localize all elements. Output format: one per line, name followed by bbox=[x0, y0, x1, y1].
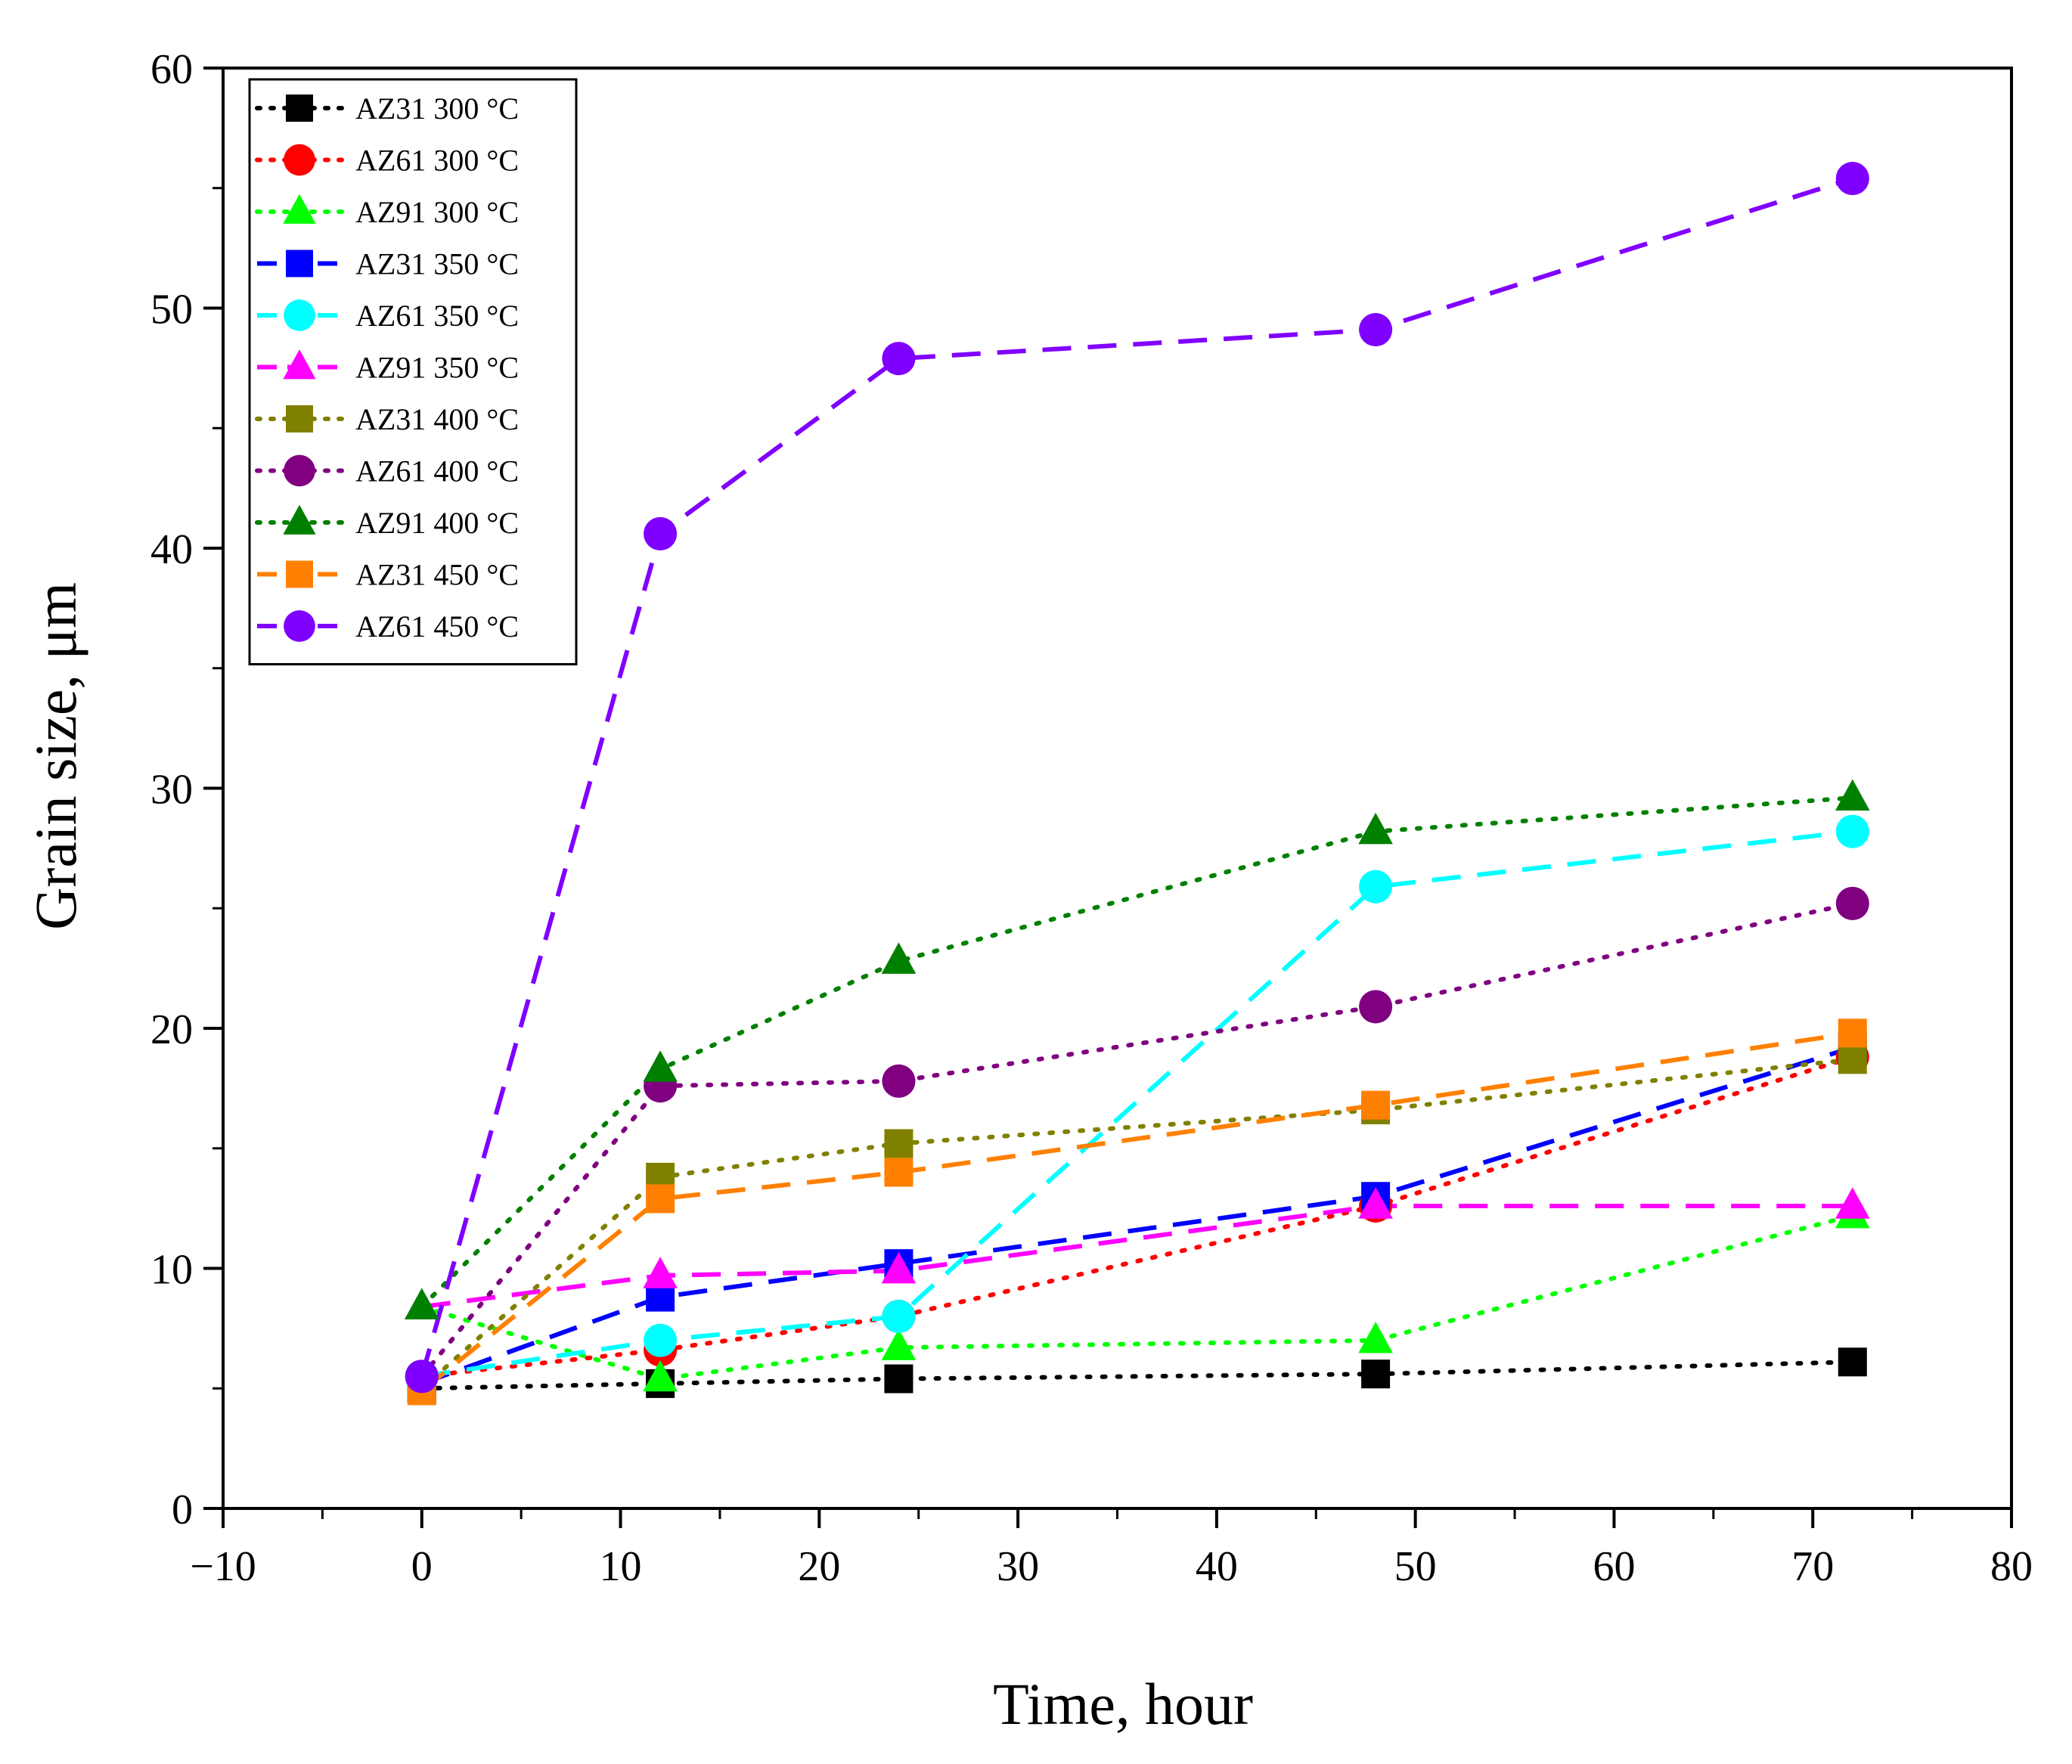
x-tick-label: 70 bbox=[1791, 1543, 1834, 1590]
series-line-7 bbox=[419, 1057, 1855, 1391]
legend-label-1: AZ31 300 °C bbox=[355, 91, 519, 126]
legend-marker-1 bbox=[286, 95, 313, 122]
data-point-s8-p4 bbox=[1359, 990, 1393, 1024]
legend-marker-6 bbox=[283, 349, 316, 380]
data-point-s3-p2 bbox=[643, 1359, 678, 1392]
series-line-4 bbox=[420, 1045, 1853, 1386]
data-point-s9-p5 bbox=[1835, 779, 1870, 811]
legend-marker-11 bbox=[284, 610, 315, 642]
x-tick-label: 40 bbox=[1196, 1543, 1238, 1590]
data-point-s10-p2 bbox=[646, 1184, 675, 1214]
data-point-s1-p3 bbox=[884, 1364, 913, 1394]
data-point-s3-p4 bbox=[1358, 1322, 1393, 1353]
y-tick-label: 30 bbox=[150, 767, 193, 814]
legend-marker-10 bbox=[286, 560, 313, 588]
legend-label-11: AZ61 450 °C bbox=[355, 609, 519, 643]
data-point-s7-p5 bbox=[1838, 1045, 1867, 1074]
legend-marker-9 bbox=[283, 504, 316, 535]
x-tick-label: −10 bbox=[190, 1543, 256, 1590]
legend-label-8: AZ61 400 °C bbox=[355, 454, 519, 488]
data-point-s11-p1 bbox=[405, 1359, 439, 1394]
legend-label-7: AZ31 400 °C bbox=[355, 402, 519, 436]
data-point-s5-p4 bbox=[1359, 870, 1393, 904]
x-tick-label: 50 bbox=[1394, 1543, 1437, 1590]
data-point-s6-p4 bbox=[1358, 1187, 1393, 1219]
data-point-s6-p5 bbox=[1835, 1187, 1870, 1219]
y-tick-label: 50 bbox=[150, 287, 193, 333]
data-point-s9-p2 bbox=[643, 1050, 678, 1082]
axes-layer: −10 0 10 20 30 40 50 60 70 80 0 10 20 30 40 50 60 bbox=[150, 46, 2033, 1590]
x-tick-label: 20 bbox=[798, 1543, 840, 1590]
data-point-s11-p2 bbox=[644, 516, 678, 550]
x-tick-label: 80 bbox=[1990, 1543, 2033, 1590]
series-line-8 bbox=[419, 901, 1855, 1379]
series-line-2 bbox=[419, 1055, 1855, 1379]
x-tick-label: 10 bbox=[600, 1543, 642, 1590]
legend-marker-4 bbox=[286, 250, 313, 277]
legend-marker-8 bbox=[284, 454, 315, 487]
data-point-s5-p3 bbox=[882, 1299, 916, 1334]
data-point-s9-p4 bbox=[1358, 812, 1393, 845]
legend-layer: AZ31 300 °C AZ61 300 °C AZ91 300 °C AZ31 35… bbox=[248, 78, 578, 665]
data-point-s5-p2 bbox=[644, 1323, 678, 1357]
y-tick-label: 60 bbox=[150, 46, 193, 93]
data-point-s6-p3 bbox=[881, 1251, 917, 1284]
series-line-5 bbox=[421, 829, 1853, 1379]
legend-label-5: AZ61 350 °C bbox=[355, 299, 519, 333]
data-point-s7-p3 bbox=[884, 1129, 913, 1158]
legend-label-2: AZ61 300 °C bbox=[355, 144, 519, 178]
data-point-s11-p4 bbox=[1359, 313, 1393, 347]
legend-marker-5 bbox=[284, 299, 315, 331]
legend-label-9: AZ91 400 °C bbox=[355, 506, 519, 540]
data-point-s9-p1 bbox=[404, 1288, 439, 1320]
data-point-s11-p5 bbox=[1835, 162, 1869, 196]
x-tick-label: 30 bbox=[997, 1543, 1039, 1590]
data-point-s6-p2 bbox=[643, 1257, 678, 1288]
legend-marker-2 bbox=[284, 144, 315, 176]
x-axis-title: Time, hour bbox=[993, 1671, 1253, 1737]
legend-label-3: AZ91 300 °C bbox=[355, 195, 519, 229]
data-point-s3-p3 bbox=[881, 1328, 917, 1361]
data-point-s5-p5 bbox=[1835, 814, 1869, 848]
legend-label-6: AZ91 350 °C bbox=[355, 351, 519, 385]
data-point-s10-p5 bbox=[1838, 1018, 1867, 1048]
data-point-s10-p3 bbox=[884, 1158, 913, 1187]
data-point-s9-p3 bbox=[881, 942, 917, 974]
series-line-10 bbox=[420, 1031, 1853, 1393]
series-line-6 bbox=[421, 1203, 1853, 1310]
series-line-3 bbox=[419, 1213, 1855, 1381]
plot-layer bbox=[404, 162, 1870, 1406]
legend-marker-3 bbox=[283, 194, 316, 224]
series-line-11 bbox=[419, 176, 1853, 1378]
y-tick-label: 0 bbox=[172, 1487, 193, 1533]
y-tick-label: 40 bbox=[150, 526, 193, 573]
y-tick-label: 20 bbox=[150, 1006, 193, 1053]
legend-label-10: AZ31 450 °C bbox=[355, 558, 519, 592]
legend-label-4: AZ31 350 °C bbox=[355, 247, 519, 281]
data-point-s11-p3 bbox=[882, 342, 916, 376]
data-point-s10-p4 bbox=[1361, 1090, 1391, 1120]
data-point-s1-p4 bbox=[1361, 1359, 1391, 1389]
legend-marker-7 bbox=[286, 405, 313, 432]
data-point-s1-p5 bbox=[1838, 1347, 1867, 1377]
data-point-s8-p5 bbox=[1835, 886, 1869, 920]
x-tick-label: 0 bbox=[411, 1543, 433, 1590]
data-point-s8-p3 bbox=[882, 1064, 916, 1098]
series-line-1 bbox=[419, 1359, 1855, 1391]
y-axis-title: Grain size, μm bbox=[23, 582, 88, 930]
y-tick-label: 10 bbox=[150, 1247, 193, 1294]
x-tick-label: 60 bbox=[1593, 1543, 1635, 1590]
